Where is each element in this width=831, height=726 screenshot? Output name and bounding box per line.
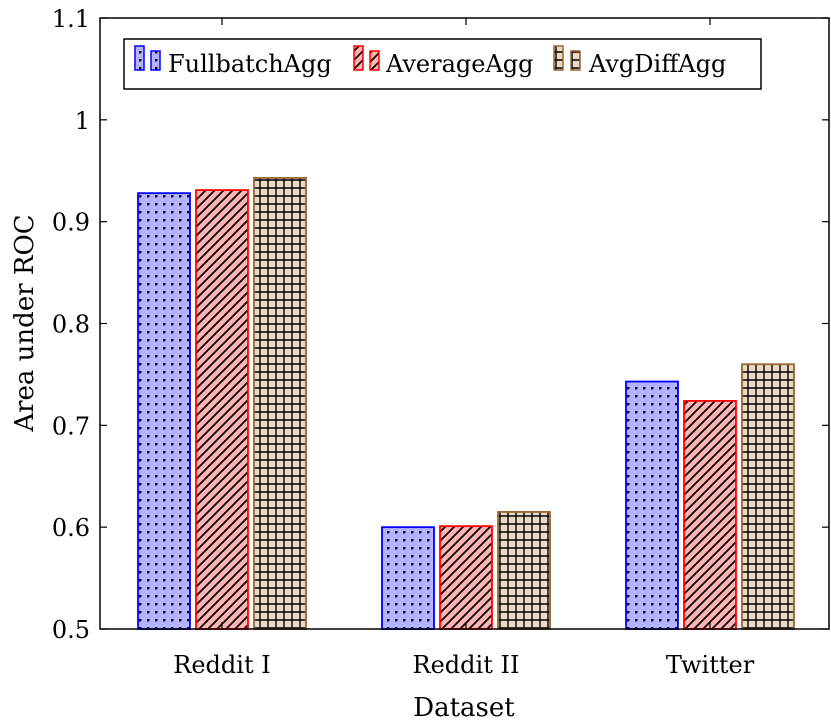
y-tick-label: 1 bbox=[75, 107, 90, 135]
y-tick-label: 1.1 bbox=[52, 5, 90, 33]
bar-averageagg-twitter bbox=[683, 399, 737, 630]
bar-fullbatchagg-reddit-i bbox=[137, 192, 191, 630]
y-tick-label: 0.9 bbox=[52, 209, 90, 237]
bar-avgdiffagg-reddit-ii bbox=[497, 510, 551, 630]
bar-fullbatchagg-reddit-ii bbox=[381, 526, 435, 630]
bar-averageagg-reddit-i bbox=[195, 189, 249, 630]
y-tick-label: 0.7 bbox=[52, 412, 90, 440]
legend-swatch-fullbatchagg-2 bbox=[150, 50, 161, 71]
y-axis-label: Area under ROC bbox=[10, 214, 40, 432]
legend-label-averageagg: AverageAgg bbox=[385, 50, 534, 78]
legend-swatch-avgdiffagg bbox=[553, 45, 564, 71]
bars-group bbox=[137, 176, 795, 630]
y-tick-label: 0.6 bbox=[52, 514, 90, 542]
legend-swatch-averageagg bbox=[353, 45, 364, 71]
x-tick-label: Reddit II bbox=[413, 651, 520, 679]
y-tick-label: 0.8 bbox=[52, 311, 90, 339]
bar-averageagg-reddit-ii bbox=[439, 525, 493, 630]
y-tick-label: 0.5 bbox=[52, 616, 90, 644]
legend-swatch-fullbatchagg bbox=[134, 45, 145, 71]
legend-box bbox=[123, 38, 762, 90]
bar-avgdiffagg-reddit-i bbox=[253, 176, 307, 630]
bar-avgdiffagg-twitter bbox=[741, 363, 795, 630]
x-tick-label: Twitter bbox=[666, 651, 755, 679]
legend-label-avgdiffagg: AvgDiffAgg bbox=[588, 50, 726, 78]
legend: FullbatchAgg AverageAgg AvgDiffAgg bbox=[123, 38, 762, 90]
legend-label-fullbatchagg: FullbatchAgg bbox=[168, 50, 332, 78]
x-tick-label: Reddit I bbox=[173, 651, 270, 679]
y-axis: 0.5 0.6 0.7 0.8 0.9 1 1.1 bbox=[52, 5, 829, 644]
plot-frame bbox=[99, 17, 830, 630]
x-axis: Reddit I Reddit II Twitter bbox=[173, 18, 755, 679]
bar-fullbatchagg-twitter bbox=[625, 380, 679, 630]
legend-swatch-avgdiffagg-2 bbox=[570, 50, 581, 71]
x-axis-label: Dataset bbox=[413, 693, 515, 723]
legend-swatch-averageagg-2 bbox=[369, 50, 380, 71]
